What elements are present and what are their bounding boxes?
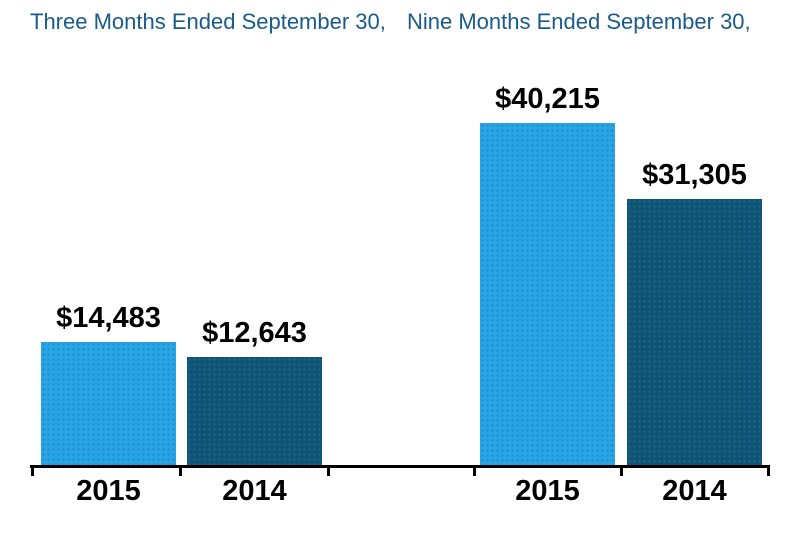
x-axis-tick: [327, 465, 330, 476]
chart-title-three-months: Three Months Ended September 30,: [30, 9, 386, 34]
x-tick-label-2015: 2015: [515, 475, 580, 507]
x-axis-tick: [179, 465, 182, 476]
x-axis-tick: [767, 465, 770, 476]
x-axis-tick: [620, 465, 623, 476]
bar-value-label: $14,483: [56, 302, 161, 334]
x-tick-label-2014: 2014: [662, 475, 727, 507]
chart-title-nine-months: Nine Months Ended September 30,: [407, 9, 751, 34]
bar-value-label: $40,215: [495, 83, 600, 115]
bar-2014-group2: [627, 199, 762, 465]
bar-value-label: $12,643: [202, 317, 307, 349]
x-axis-tick: [473, 465, 476, 476]
x-axis-tick: [31, 465, 34, 476]
bar-2014-group1: [187, 357, 322, 465]
x-tick-label-2014: 2014: [222, 475, 287, 507]
bar-2015-group2: [480, 123, 615, 465]
x-tick-label-2015: 2015: [76, 475, 141, 507]
bar-value-label: $31,305: [642, 159, 747, 191]
bar-2015-group1: [41, 342, 176, 465]
x-axis-line: [30, 465, 770, 468]
